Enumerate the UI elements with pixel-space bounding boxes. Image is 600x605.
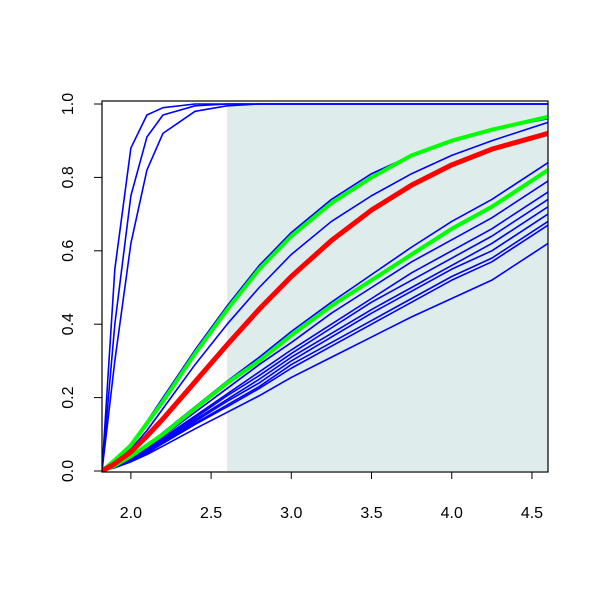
x-tick-label: 4.5 (521, 505, 543, 522)
y-tick-label: 0.8 (60, 166, 77, 188)
x-tick-label: 3.0 (280, 505, 302, 522)
series-line (102, 130, 548, 472)
plot-lines (102, 103, 548, 472)
series-line (102, 121, 548, 472)
y-tick-label: 0.2 (60, 386, 77, 408)
plot-box (101, 100, 549, 473)
y-tick-label: 0.6 (60, 240, 77, 262)
series-line (102, 224, 548, 472)
x-tick-label: 3.5 (360, 505, 382, 522)
x-tick-label: 4.0 (441, 505, 463, 522)
x-tick-label: 2.5 (200, 505, 222, 522)
series-line (102, 242, 548, 472)
series-line (102, 103, 548, 472)
series-line (102, 168, 548, 472)
y-tick-label: 1.0 (60, 93, 77, 115)
y-tick-label: 0.4 (60, 313, 77, 335)
x-tick-label: 2.0 (120, 505, 142, 522)
y-tick-label: 0.0 (60, 460, 77, 482)
series-line (102, 114, 548, 472)
